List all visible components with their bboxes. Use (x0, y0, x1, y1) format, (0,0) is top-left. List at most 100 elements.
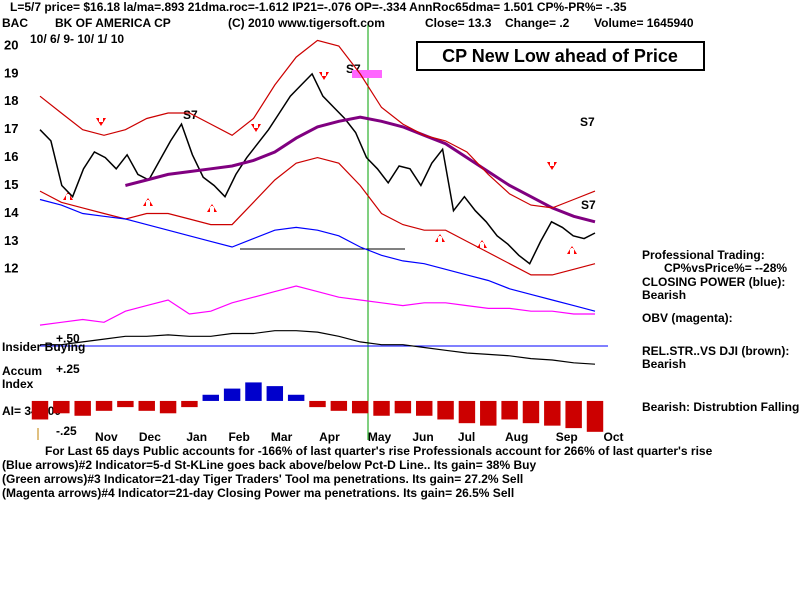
accum-bar (416, 400, 433, 416)
y2-tick-label: -.25 (56, 424, 77, 438)
x-tick-label: Jul (458, 430, 475, 444)
footer-line: (Green arrows)#3 Indicator=21-day Tiger … (2, 472, 523, 486)
footer-line: For Last 65 days Public accounts for -16… (45, 444, 713, 458)
accum-bar (266, 386, 284, 401)
side-note: Bearish: Distrubtion Falling. (642, 400, 800, 414)
accum-bar (31, 400, 49, 420)
accum-bar (245, 382, 262, 401)
accum-bar (223, 388, 241, 401)
accum-bar (309, 400, 326, 408)
accum-bar (330, 400, 348, 411)
series-line (39, 72, 596, 265)
x-tick-label: May (368, 430, 392, 444)
accum-bar (202, 394, 219, 401)
accum-bar (159, 400, 177, 414)
series-line (39, 39, 596, 209)
accum-bar (501, 400, 518, 420)
x-tick-label: Aug (505, 430, 528, 444)
y2-tick-label: +.50 (56, 331, 80, 345)
side-note: CLOSING POWER (blue): (642, 275, 785, 289)
header: L=5/7 price= $16.18 la/ma=.893 21dma.roc… (10, 0, 627, 14)
footer-line: (Blue arrows)#2 Indicator=5-d St-KLine g… (2, 458, 536, 472)
arrows (63, 72, 577, 254)
y2-tick-label: +.25 (56, 362, 80, 376)
accum-bar (117, 400, 134, 408)
signal-label: S7 (183, 108, 198, 122)
y-tick-label: 20 (4, 37, 18, 52)
y-tick-label: 18 (4, 93, 18, 108)
arrow (547, 162, 557, 170)
arrow (319, 72, 329, 80)
company: BK OF AMERICA CP (55, 16, 171, 30)
accum-bar (95, 400, 113, 411)
title-box (416, 41, 705, 71)
arrow (96, 118, 106, 126)
x-tick-label: Oct (603, 430, 623, 444)
accum-bar (437, 400, 454, 420)
series-line (39, 156, 596, 276)
accum-bar (458, 400, 476, 424)
x-tick-label: Sep (556, 430, 578, 444)
accum-bar (565, 400, 582, 429)
y-tick-label: 12 (4, 261, 18, 276)
accum-bar (586, 400, 604, 432)
copyright: (C) 2010 www.tigersoft.com (228, 16, 385, 30)
accum-bar (138, 400, 155, 411)
accum-bar (53, 400, 70, 414)
series-line (40, 330, 596, 365)
series-line (39, 285, 595, 326)
x-tick-label: Apr (319, 430, 340, 444)
x-tick-label: Jun (412, 430, 433, 444)
arrow (477, 240, 487, 248)
side-note: Bearish (642, 357, 686, 371)
y-tick-label: 17 (4, 121, 18, 136)
accum-bar (394, 400, 412, 414)
accum-label: Accum Index (2, 364, 42, 391)
signal-label: S7 (581, 198, 596, 212)
y-tick-label: 15 (4, 177, 18, 192)
accum-bar (351, 400, 369, 414)
y-tick-label: 13 (4, 233, 18, 248)
series-line (39, 198, 596, 312)
side-note: OBV (magenta): (642, 311, 733, 325)
change: Change= .2 (505, 16, 570, 30)
volume: Volume= 1645940 (594, 16, 694, 30)
insider-label: Insider Buying (2, 340, 85, 354)
arrow (251, 124, 261, 132)
signal-label: S7 (580, 115, 595, 129)
accum-bar (522, 400, 540, 424)
accum-bar (373, 400, 390, 416)
side-note: Professional Trading: (642, 248, 765, 262)
side-note: CP%vsPrice%= --28% (664, 261, 787, 275)
series-line (125, 115, 596, 224)
date-range: 10/ 6/ 9- 10/ 1/ 10 (30, 32, 124, 46)
close: Close= 13.3 (425, 16, 492, 30)
side-note: Bearish (642, 288, 686, 302)
x-tick-label: Feb (228, 430, 249, 444)
x-tick-label: Dec (139, 430, 161, 444)
x-tick-label: Mar (271, 430, 293, 444)
arrow (143, 198, 153, 206)
arrow (435, 234, 445, 242)
x-tick-label: Nov (95, 430, 118, 444)
symbol: BAC (2, 16, 28, 30)
magenta-marker (352, 70, 382, 78)
y-tick-label: 19 (4, 65, 18, 80)
y-tick-label: 16 (4, 149, 18, 164)
side-note: REL.STR..VS DJI (brown): (642, 344, 789, 358)
accum-bar (181, 400, 198, 408)
arrow (63, 192, 73, 200)
y-tick-label: 14 (4, 205, 19, 220)
accum-bar (74, 400, 91, 416)
accum-bar (544, 400, 561, 426)
accum-bar (480, 400, 497, 426)
ai-label: AI= 34/200 (2, 404, 61, 418)
x-tick-label: Jan (186, 430, 207, 444)
arrow (567, 246, 577, 254)
arrow (207, 204, 217, 212)
chart-title: CP New Low ahead of Price (442, 46, 678, 66)
footer-line: (Magenta arrows)#4 Indicator=21-day Clos… (2, 486, 514, 500)
accum-bar (287, 394, 305, 401)
